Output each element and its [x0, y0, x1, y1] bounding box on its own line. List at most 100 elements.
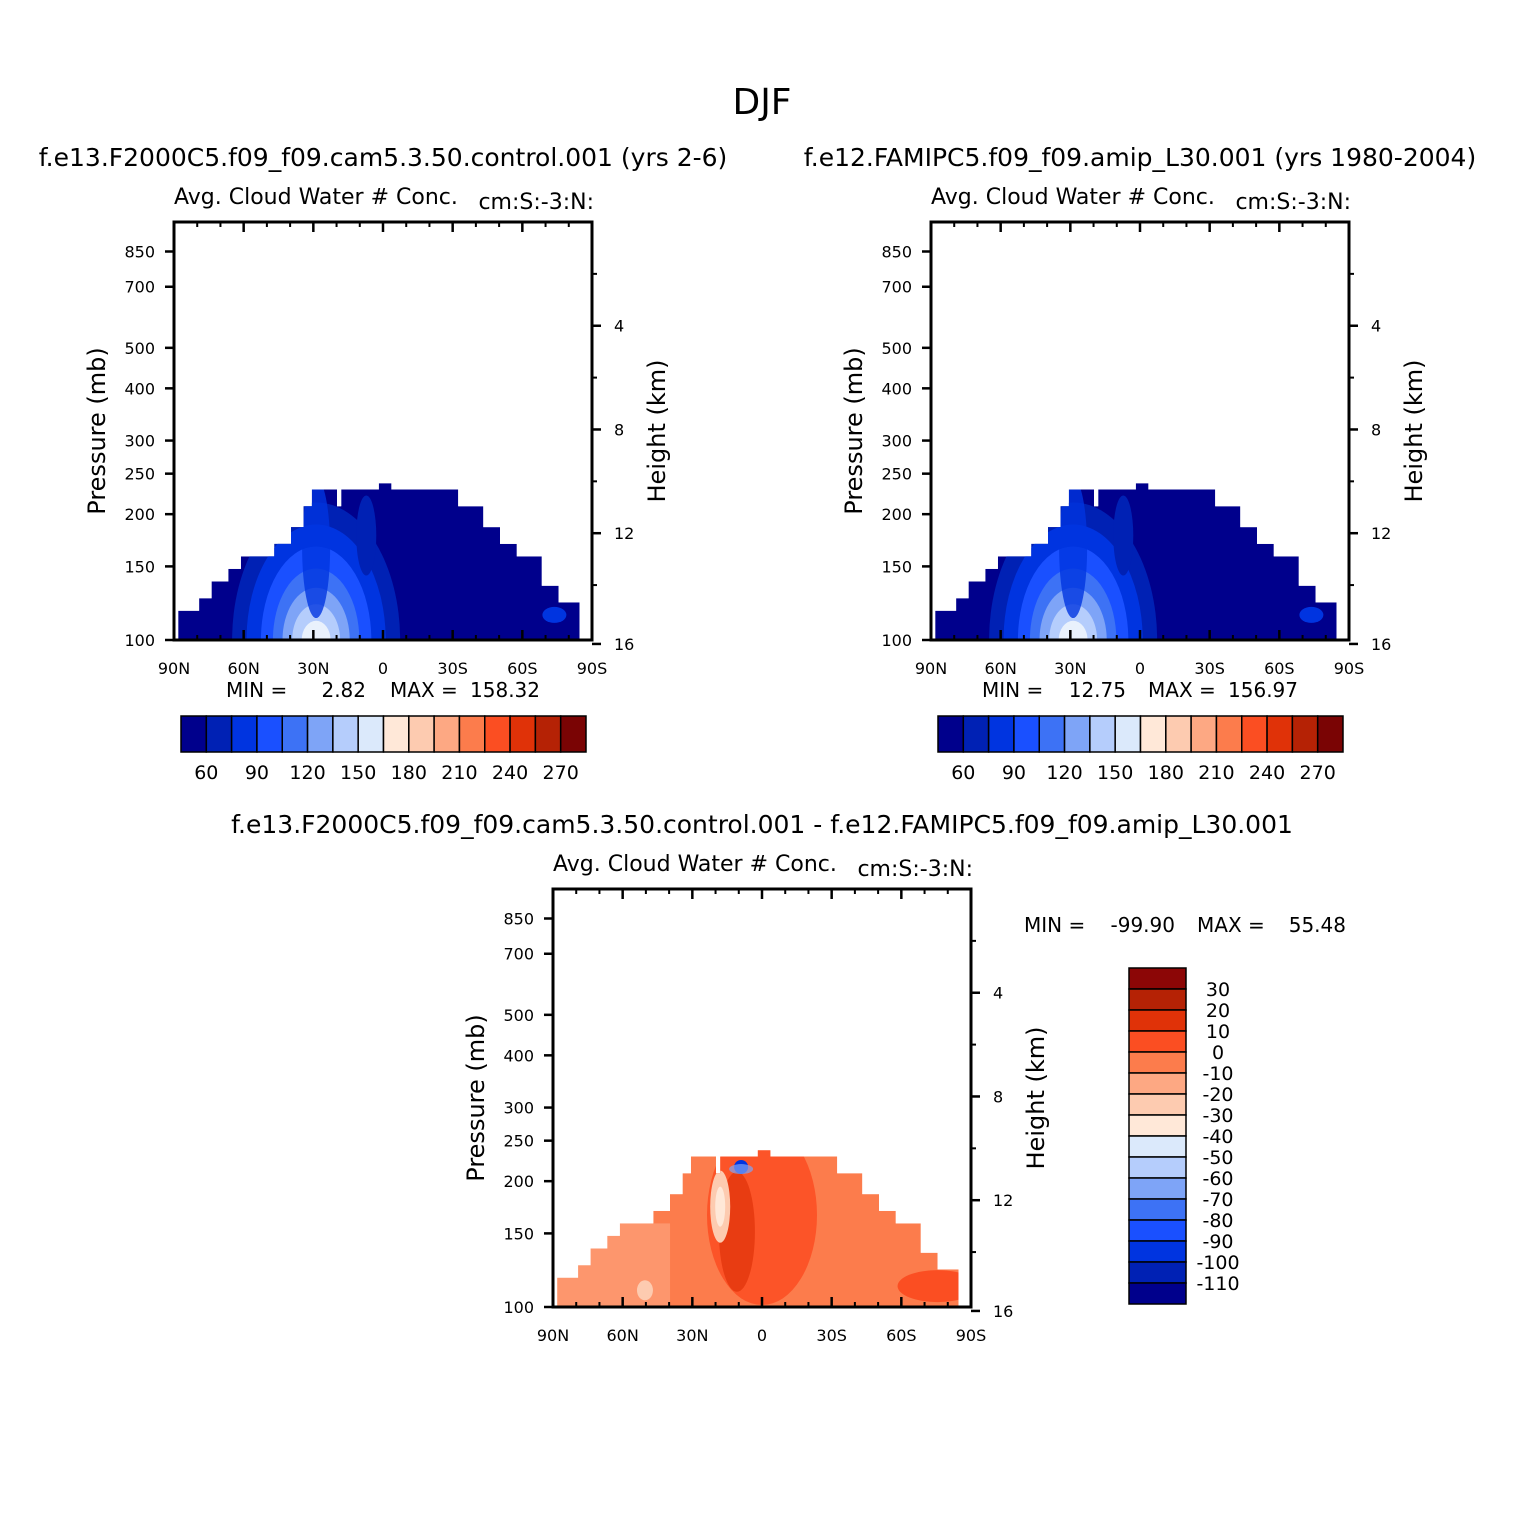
x-tick-label: 90S — [956, 1326, 987, 1345]
max-label: MAX = — [390, 678, 458, 702]
y-tick-label: 250 — [881, 465, 912, 484]
x-tick-label: 90N — [537, 1326, 569, 1345]
colorbar-swatch — [1128, 1135, 1187, 1158]
colorbar-swatch — [559, 715, 587, 753]
y-tick-label: 150 — [503, 1224, 534, 1243]
y-tick-label: 700 — [124, 278, 155, 297]
colorbar-label: 210 — [1198, 762, 1234, 784]
x-tick-label: 90S — [577, 659, 608, 678]
colorbar: 60 90 120 150 180 210 240 270 — [180, 715, 587, 784]
x-tick-label: 90N — [158, 659, 190, 678]
colorbar-label: 240 — [492, 762, 528, 784]
y-tick-right-label: 12 — [993, 1191, 1013, 1210]
colorbar-label: 30 — [1206, 979, 1230, 1001]
colorbar-swatch — [1215, 715, 1243, 753]
y-tick-right-label: 16 — [993, 1302, 1013, 1321]
colorbar-label: 240 — [1249, 762, 1285, 784]
colorbar: 60 90 120 150 180 210 240 270 — [937, 715, 1344, 784]
colorbar: 3020100-10-20-30-40-50-60-70-80-90-100-1… — [1128, 967, 1240, 1305]
page-title: DJF — [732, 82, 791, 123]
y-tick-right-label: 4 — [993, 984, 1003, 1003]
x-tick-label: 0 — [757, 1326, 767, 1345]
y-axis-label: Pressure (mb) — [840, 347, 868, 514]
y-tick-label: 150 — [124, 557, 155, 576]
y-tick-label: 500 — [881, 339, 912, 358]
min-value: 12.75 — [1069, 678, 1126, 702]
x-tick-label: 30N — [676, 1326, 708, 1345]
max-value: 55.48 — [1289, 913, 1346, 937]
colorbar-swatch — [180, 715, 208, 753]
contour-level — [292, 604, 341, 640]
colorbar-swatch — [1089, 715, 1116, 753]
colorbar-swatch — [230, 715, 258, 753]
colorbar-swatch — [332, 715, 359, 753]
contour-level — [302, 481, 331, 619]
max-label: MAX = — [1148, 678, 1216, 702]
colorbar-label: 150 — [340, 762, 376, 784]
panel-units: cm:S:-3:N: — [478, 190, 594, 215]
contour-level — [1039, 587, 1107, 640]
contour-level — [542, 606, 567, 623]
min-value: 2.82 — [321, 678, 366, 702]
x-tick-label: 0 — [378, 659, 388, 678]
contour-level — [557, 1223, 671, 1307]
x-tick-label: 30S — [437, 659, 468, 678]
colorbar-label: 20 — [1206, 1000, 1230, 1022]
colorbar-label: -100 — [1196, 1252, 1239, 1274]
panel-control: f.e13.F2000C5.f09_f09.cam5.3.50.control.… — [39, 143, 728, 784]
colorbar-label: 150 — [1097, 762, 1133, 784]
panel-title: f.e13.F2000C5.f09_f09.cam5.3.50.control.… — [231, 810, 1293, 839]
y-tick-label: 100 — [124, 631, 155, 650]
colorbar-swatch — [484, 715, 511, 753]
colorbar-swatch — [1316, 715, 1344, 753]
min-value: -99.90 — [1111, 913, 1175, 937]
colorbar-label: 270 — [1300, 762, 1336, 784]
colorbar-swatch — [1165, 715, 1192, 753]
colorbar-swatch — [1013, 715, 1040, 753]
colorbar-swatch — [281, 715, 309, 753]
panel-subtitle: Avg. Cloud Water # Conc. — [931, 185, 1215, 210]
colorbar-label: 10 — [1206, 1021, 1230, 1043]
panel-units: cm:S:-3:N: — [1235, 190, 1351, 215]
y-tick-right-label: 12 — [614, 524, 634, 543]
contour-level — [301, 620, 331, 640]
y-tick-label: 850 — [124, 243, 155, 262]
colorbar-swatch — [1128, 1177, 1187, 1200]
colorbar-swatch — [408, 715, 435, 753]
colorbar-swatch — [1128, 988, 1187, 1011]
y-tick-right-label: 8 — [993, 1087, 1003, 1106]
y-axis-label-right: Height (km) — [1400, 360, 1428, 503]
x-tick-label: 90N — [915, 659, 947, 678]
colorbar-label: 180 — [391, 762, 427, 784]
x-tick-label: 60S — [886, 1326, 917, 1345]
colorbar-swatch — [1128, 1198, 1187, 1221]
y-tick-right-label: 16 — [1371, 635, 1391, 654]
colorbar-swatch — [1128, 1219, 1187, 1242]
x-tick-label: 60N — [985, 659, 1017, 678]
colorbar-swatch — [1128, 967, 1187, 990]
colorbar-label: 210 — [441, 762, 477, 784]
colorbar-swatch — [205, 715, 233, 753]
colorbar-swatch — [1128, 1156, 1187, 1179]
colorbar-label: -90 — [1202, 1231, 1233, 1253]
panel-difference: f.e13.F2000C5.f09_f09.cam5.3.50.control.… — [231, 810, 1346, 1345]
x-tick-label: 60N — [607, 1326, 639, 1345]
y-tick-label: 200 — [124, 505, 155, 524]
colorbar-swatch — [1128, 1282, 1187, 1305]
contour-field — [178, 481, 580, 640]
colorbar-swatch — [1241, 715, 1268, 753]
contour-level — [1059, 481, 1088, 619]
x-tick-label: 0 — [1135, 659, 1145, 678]
colorbar-swatch — [1128, 1072, 1187, 1095]
axis-ticks: 100 150 200 250 300 400 500 700 850 16 12 8 4 90N 60N 3… — [124, 222, 634, 678]
contour-level — [282, 587, 350, 640]
colorbar-swatch — [509, 715, 537, 753]
y-tick-label: 250 — [503, 1132, 534, 1151]
colorbar-label: -20 — [1202, 1084, 1233, 1106]
y-tick-label: 700 — [881, 278, 912, 297]
colorbar-label: 120 — [289, 762, 325, 784]
min-label: MIN = — [982, 678, 1043, 702]
colorbar-label: 60 — [194, 762, 218, 784]
y-tick-label: 300 — [881, 432, 912, 451]
